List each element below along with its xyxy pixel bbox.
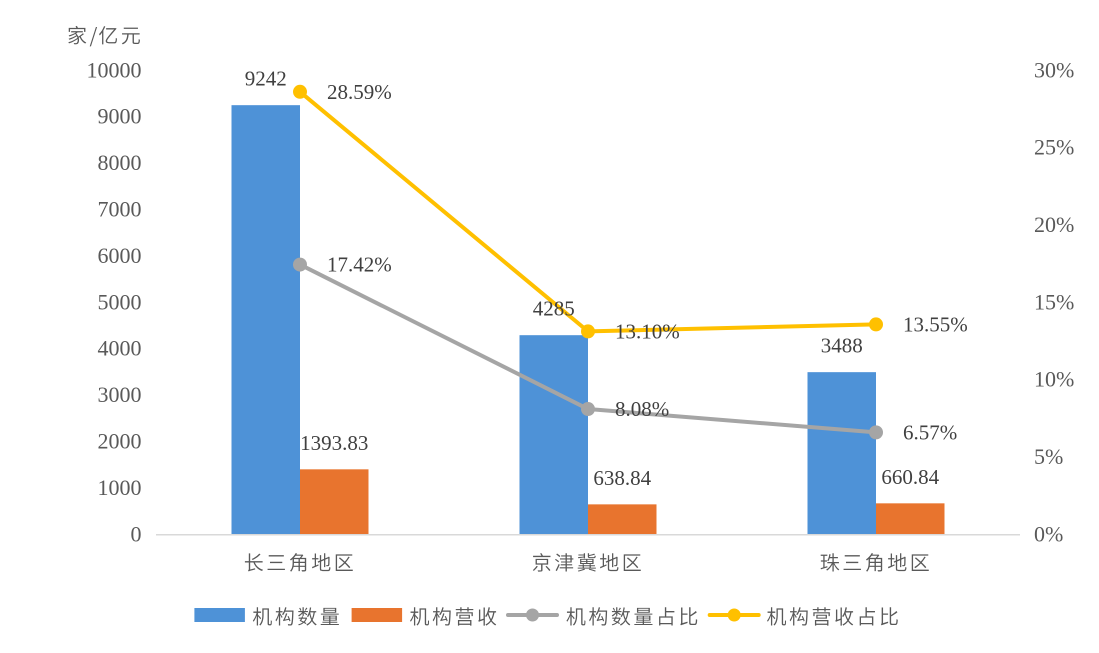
marker-org-revenue-share-pearl-delta	[869, 317, 883, 332]
marker-org-count-share-jing-jin-ji	[581, 402, 595, 417]
category-label-yangtze-delta: 长三角地区	[244, 553, 353, 572]
data-label-org-count-pearl-delta: 3488	[821, 334, 863, 358]
left-axis-tick-label: 1000	[98, 475, 142, 500]
marker-org-revenue-share-yangtze-delta	[293, 84, 307, 99]
data-label-org-revenue-yangtze-delta: 1393.83	[300, 431, 368, 455]
left-axis-tick-label: 0	[131, 521, 142, 546]
data-label-org-revenue-share-yangtze-delta: 28.59%	[327, 80, 392, 104]
left-axis-tick-label: 8000	[98, 150, 142, 175]
right-axis-tick-label: 10%	[1034, 367, 1074, 392]
legend-marker-org-count-share	[526, 608, 539, 622]
left-axis-tick-label: 10000	[87, 57, 142, 82]
left-axis-tick-label: 3000	[98, 382, 142, 407]
bar-org-count-yangtze-delta	[231, 105, 300, 535]
left-axis-tick-label: 2000	[98, 429, 142, 454]
left-axis-tick-label: 5000	[98, 289, 142, 314]
bar-org-revenue-yangtze-delta	[300, 469, 369, 534]
left-axis-tick-label: 4000	[98, 336, 142, 361]
legend-label-org-revenue: 机构营收	[410, 607, 497, 626]
bar-org-revenue-jing-jin-ji	[588, 504, 657, 534]
legend-label-org-count-share: 机构数量占比	[566, 607, 698, 626]
legend-label-org-count: 机构数量	[252, 607, 339, 626]
left-axis-title: 家/亿元	[68, 25, 140, 47]
data-label-org-count-yangtze-delta: 9242	[245, 67, 287, 91]
right-axis-tick-label: 25%	[1034, 135, 1074, 160]
data-label-org-count-jing-jin-ji: 4285	[533, 297, 575, 321]
line-org-revenue-share	[298, 90, 877, 334]
marker-org-count-share-pearl-delta	[869, 425, 883, 440]
bar-org-count-jing-jin-ji	[519, 335, 588, 534]
legend-marker-org-revenue-share	[727, 608, 741, 622]
bar-org-count-pearl-delta	[807, 372, 876, 534]
right-axis-tick-label: 15%	[1034, 289, 1074, 314]
right-axis-tick-label: 20%	[1034, 212, 1074, 237]
left-axis-tick-label: 9000	[98, 104, 142, 129]
right-axis-tick-label: 0%	[1034, 521, 1063, 546]
legend-swatch-org-revenue	[351, 608, 403, 622]
category-label-jing-jin-ji: 京津冀地区	[532, 553, 641, 572]
legend-item-org-revenue: 机构营收	[351, 607, 497, 626]
data-label-org-revenue-share-pearl-delta: 13.55%	[903, 312, 968, 336]
legend-label-org-revenue-share: 机构营收占比	[767, 607, 898, 626]
marker-org-count-share-yangtze-delta	[293, 257, 307, 272]
legend-item-org-count: 机构数量	[194, 607, 339, 626]
data-label-org-count-share-pearl-delta: 6.57%	[903, 420, 957, 444]
legend-swatch-org-count	[194, 608, 245, 622]
category-label-pearl-delta: 珠三角地区	[820, 553, 929, 572]
data-label-org-revenue-jing-jin-ji: 638.84	[593, 466, 651, 490]
right-axis-tick-label: 5%	[1034, 444, 1063, 469]
data-label-org-revenue-pearl-delta: 660.84	[881, 465, 939, 489]
legend: 机构数量 机构营收 机构数量占比 机构营收占比	[194, 607, 898, 626]
right-axis-tick-label: 30%	[1034, 57, 1074, 82]
left-axis-tick-label: 7000	[98, 197, 142, 222]
legend-item-org-revenue-share: 机构营收占比	[707, 607, 898, 626]
legend-item-org-count-share: 机构数量占比	[506, 607, 698, 626]
marker-org-revenue-share-jing-jin-ji	[581, 324, 595, 339]
data-label-org-revenue-share-jing-jin-ji: 13.10%	[615, 319, 680, 343]
bar-org-revenue-pearl-delta	[876, 503, 945, 534]
data-label-org-count-share-jing-jin-ji: 8.08%	[615, 397, 669, 421]
left-axis-tick-label: 6000	[98, 243, 142, 268]
data-label-org-count-share-yangtze-delta: 17.42%	[327, 253, 392, 277]
